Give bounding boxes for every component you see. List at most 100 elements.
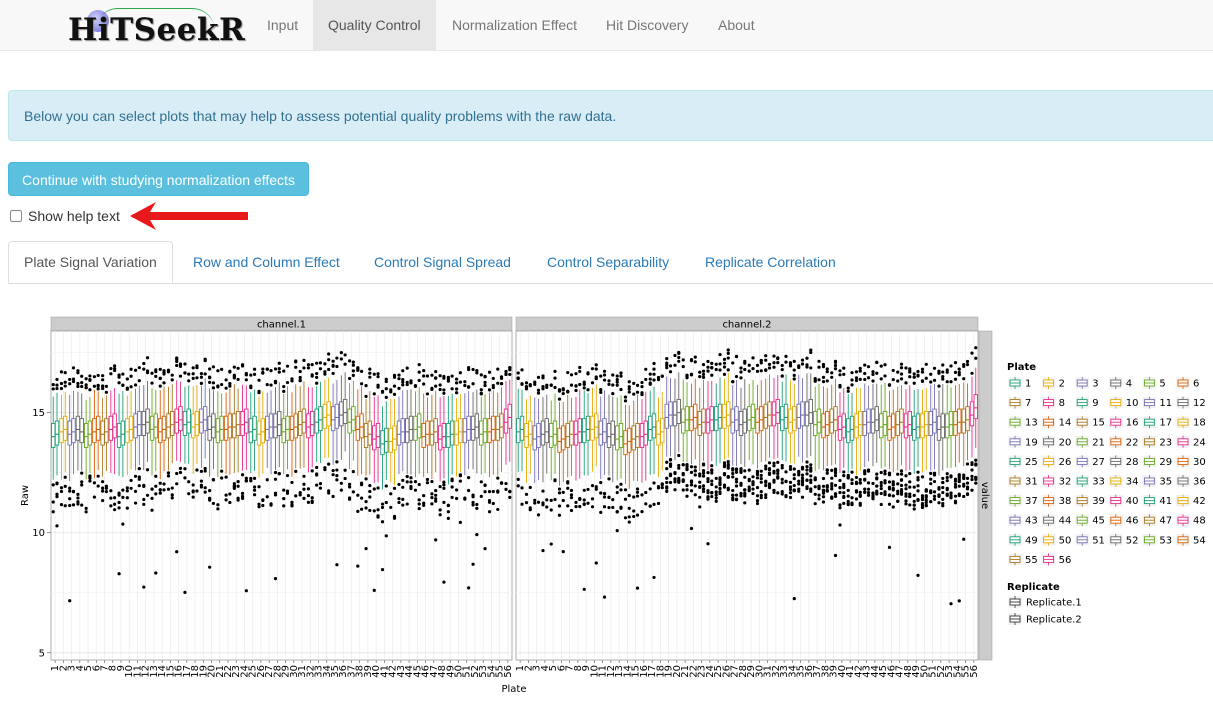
outlier-point	[619, 482, 623, 486]
nav-item-hit-discovery[interactable]: Hit Discovery	[606, 17, 689, 33]
outlier-point	[945, 493, 949, 497]
x-tick-label: 26	[256, 665, 267, 678]
outlier-point	[863, 472, 867, 476]
outlier-point	[833, 473, 838, 478]
outlier-point	[302, 487, 306, 491]
outlier-point	[467, 586, 471, 590]
outlier-point	[438, 508, 442, 512]
outlier-point	[701, 369, 706, 373]
nav-item-about[interactable]: About	[718, 17, 755, 33]
outlier-point	[965, 492, 970, 496]
outlier-point	[133, 368, 138, 372]
outlier-point	[273, 477, 278, 481]
box	[63, 415, 68, 441]
outlier-point	[458, 474, 462, 478]
outlier-point	[743, 491, 747, 495]
outlier-point	[249, 373, 253, 377]
x-tick-label: 14	[622, 665, 633, 678]
outlier-point	[953, 485, 958, 489]
tab-control-signal-spread[interactable]: Control Signal Spread	[374, 254, 511, 270]
outlier-point	[858, 490, 862, 494]
outlier-point	[405, 480, 409, 484]
outlier-point	[125, 377, 129, 381]
outlier-point	[236, 496, 240, 500]
outlier-point	[549, 542, 553, 546]
legend-plate-entry: 44	[1059, 516, 1072, 527]
outlier-point	[751, 487, 755, 491]
legend-replicate-entry: Replicate.1	[1026, 598, 1082, 609]
outlier-point	[734, 497, 739, 502]
outlier-point	[701, 468, 706, 473]
outlier-point	[891, 482, 895, 486]
outlier-point	[726, 351, 730, 355]
outlier-point	[191, 483, 195, 487]
nav-item-normalization-effect[interactable]: Normalization Effect	[452, 17, 578, 33]
outlier-point	[788, 480, 793, 484]
outlier-point	[739, 366, 743, 370]
outlier-point	[759, 369, 763, 373]
outlier-point	[611, 392, 615, 396]
outlier-point	[896, 482, 900, 486]
x-tick-label: 46	[421, 665, 432, 678]
box	[573, 420, 579, 446]
outlier-point	[896, 379, 900, 383]
box	[775, 398, 780, 424]
x-tick-label: 18	[190, 665, 201, 678]
outlier-point	[891, 368, 895, 373]
outlier-point	[96, 474, 100, 478]
outlier-point	[904, 366, 908, 370]
outlier-point	[561, 387, 565, 391]
legend-plate-entry: 30	[1193, 457, 1206, 468]
box	[759, 406, 764, 432]
outlier-point	[623, 488, 628, 492]
outlier-point	[833, 492, 838, 496]
nav-item-quality-control[interactable]: Quality Control	[313, 0, 436, 50]
outlier-point	[240, 494, 245, 498]
box	[808, 398, 813, 424]
outlier-point	[648, 381, 652, 385]
outlier-point	[673, 353, 677, 358]
tab-plate-signal-variation[interactable]: Plate Signal Variation	[8, 241, 173, 283]
outlier-point	[224, 475, 228, 479]
outlier-point	[467, 475, 471, 480]
outlier-point	[142, 367, 146, 371]
nav-item-input[interactable]: Input	[267, 17, 299, 33]
outlier-point	[133, 383, 138, 387]
outlier-point	[916, 498, 920, 502]
outlier-point	[137, 484, 141, 488]
outlier-point	[805, 356, 809, 360]
outlier-point	[838, 383, 842, 388]
outlier-point	[425, 374, 430, 378]
outlier-point	[652, 575, 656, 580]
continue-normalization-button[interactable]: Continue with studying normalization eff…	[8, 162, 309, 196]
outlier-point	[277, 366, 281, 371]
outlier-point	[467, 385, 471, 389]
outlier-point	[891, 377, 895, 382]
outlier-point	[863, 478, 867, 482]
outlier-point	[479, 373, 483, 377]
outlier-point	[257, 389, 261, 393]
outlier-point	[916, 373, 920, 377]
outlier-point	[833, 468, 838, 473]
box	[623, 430, 628, 456]
tab-replicate-correlation[interactable]: Replicate Correlation	[705, 254, 836, 270]
outlier-point	[937, 487, 941, 491]
outlier-point	[487, 370, 492, 374]
show-help-label[interactable]: Show help text	[28, 208, 120, 224]
tab-control-separability[interactable]: Control Separability	[547, 254, 670, 270]
x-tick-label: 23	[697, 665, 708, 678]
box	[722, 403, 727, 429]
show-help-checkbox[interactable]	[10, 210, 22, 222]
outlier-point	[586, 372, 590, 376]
outlier-point	[957, 373, 961, 377]
brand-logo[interactable]: HiTSeekR	[68, 12, 246, 48]
box	[248, 418, 253, 444]
outlier-point	[809, 350, 813, 355]
box	[928, 410, 933, 436]
tab-row-and-column-effect[interactable]: Row and Column Effect	[193, 254, 340, 270]
outlier-point	[747, 468, 751, 472]
box	[306, 413, 311, 439]
outlier-point	[734, 467, 739, 471]
outlier-point	[693, 493, 697, 497]
outlier-point	[491, 501, 495, 506]
